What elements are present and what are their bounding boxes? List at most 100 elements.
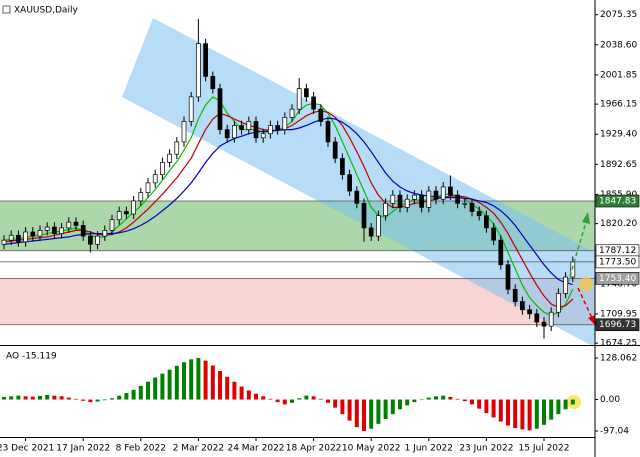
- x-tick-label: 10 May 2022: [342, 444, 401, 454]
- ao-title: AO -15.119: [6, 352, 57, 362]
- ao-bar: [477, 399, 482, 409]
- level-box: [595, 255, 640, 269]
- ao-bar: [88, 399, 93, 403]
- ao-bar: [95, 399, 100, 402]
- ao-bar: [196, 358, 201, 400]
- ao-bar: [369, 399, 374, 429]
- ao-bar: [520, 399, 525, 430]
- y-tick-label: 1709.95: [600, 309, 637, 319]
- candle-body: [347, 174, 352, 192]
- candle-body: [433, 190, 439, 200]
- candle-body: [563, 276, 568, 294]
- ao-bar: [498, 399, 503, 422]
- candle-body: [404, 198, 410, 208]
- candle-body: [340, 157, 345, 176]
- candle-body: [124, 211, 129, 215]
- ao-bar: [455, 398, 460, 400]
- ma-line: [3, 117, 573, 285]
- ao-bar: [326, 399, 330, 403]
- candle-body: [224, 129, 230, 139]
- highlight: [579, 277, 593, 291]
- y-tick-label: 2001.85: [600, 70, 637, 80]
- candle-body: [260, 133, 266, 139]
- symbol-icon: [2, 5, 11, 14]
- ao-bar: [138, 385, 143, 400]
- ao-bar: [549, 399, 554, 420]
- candle-body: [8, 234, 14, 241]
- ao-bar: [174, 365, 179, 400]
- candle-body: [52, 226, 57, 234]
- ao-bar: [30, 396, 35, 400]
- ao-bar: [513, 399, 518, 429]
- candle-body: [505, 264, 511, 290]
- ao-bar: [318, 398, 323, 400]
- x-tick-label: 17 Jan 2022: [56, 444, 110, 454]
- candle-body: [275, 125, 280, 130]
- ao-bar: [38, 395, 42, 400]
- candle-body: [556, 293, 561, 313]
- level-box: [595, 194, 640, 208]
- candle-body: [412, 194, 417, 200]
- y-tick-label: 2038.60: [600, 40, 637, 50]
- candle-body: [116, 211, 122, 221]
- candle-body: [368, 227, 374, 237]
- ao-bar: [570, 399, 575, 405]
- candle-body: [548, 311, 554, 327]
- ao-bar: [556, 399, 561, 415]
- ao-bar: [218, 371, 222, 400]
- ao-bar: [441, 395, 446, 400]
- candle-body: [354, 190, 360, 204]
- ao-bar: [167, 369, 172, 400]
- candle-body: [520, 301, 525, 311]
- candle-body: [66, 221, 72, 229]
- candle-body: [491, 227, 496, 241]
- chart-title: XAUUSD,Daily: [14, 6, 78, 16]
- candle-body: [253, 121, 259, 139]
- level-label: 1753.40: [599, 274, 636, 284]
- candle-body: [498, 239, 504, 266]
- y-tick-label: 1892.65: [600, 160, 637, 170]
- y-tick-label: 1966.15: [600, 100, 637, 110]
- ao-bar: [74, 398, 78, 400]
- ao-bar: [542, 399, 546, 425]
- ao-bar: [102, 399, 107, 401]
- candle-body: [181, 121, 187, 143]
- ao-bar: [506, 399, 510, 426]
- x-tick-label: 8 Feb 2022: [116, 444, 166, 454]
- candle-body: [95, 235, 100, 245]
- candle-body: [210, 76, 216, 90]
- candle-body: [246, 121, 252, 130]
- ao-bar: [534, 399, 539, 429]
- candle-body: [541, 321, 547, 327]
- ao-bar: [340, 399, 345, 415]
- candle-body: [296, 88, 302, 110]
- ao-bar: [261, 396, 266, 400]
- candle-body: [217, 88, 223, 130]
- candle-body: [73, 221, 79, 226]
- ao-bar: [124, 393, 129, 400]
- arrow-head: [588, 315, 596, 326]
- candle-body: [131, 200, 136, 215]
- level-label: 1773.50: [599, 257, 636, 267]
- candle-body: [383, 202, 388, 216]
- ao-bar: [383, 399, 388, 419]
- ao-bar: [232, 381, 237, 400]
- candle-body: [59, 227, 64, 234]
- ao-bar: [311, 396, 316, 400]
- candle-body: [109, 219, 115, 231]
- candle-body: [311, 96, 316, 110]
- candle-body: [512, 288, 518, 302]
- ao-bar: [376, 399, 381, 424]
- candle-body: [44, 226, 50, 231]
- ao-bar: [189, 359, 194, 400]
- candle-body: [188, 96, 194, 122]
- y-tick-label: 128.062: [600, 354, 637, 364]
- ao-bar: [23, 396, 28, 400]
- candle-body: [455, 194, 460, 204]
- ao-bar: [66, 397, 71, 400]
- channel: [122, 18, 595, 345]
- ao-bar: [297, 398, 302, 400]
- candle-body: [325, 121, 331, 143]
- candle-body: [1, 239, 7, 245]
